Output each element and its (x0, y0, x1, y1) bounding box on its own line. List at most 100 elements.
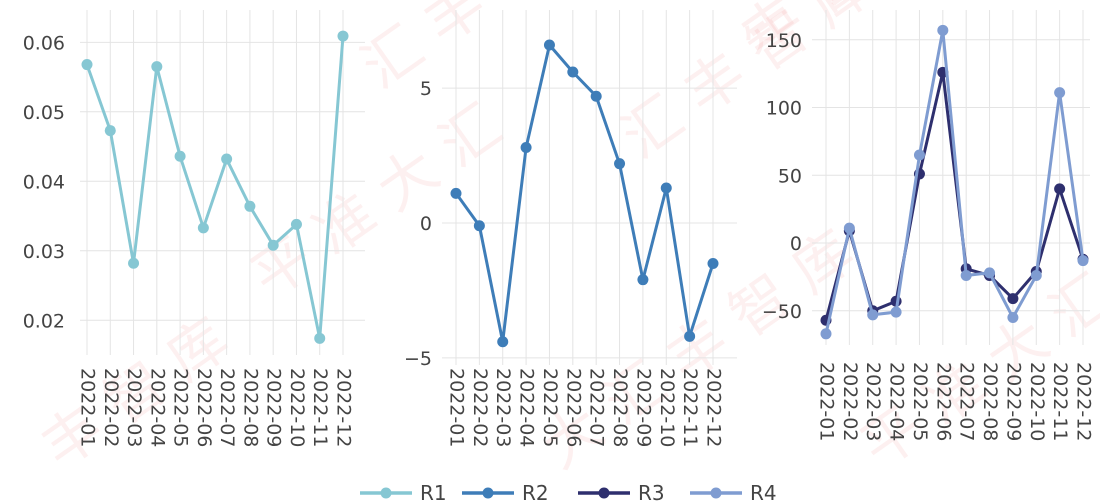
data-point-r3 (1054, 183, 1066, 195)
data-point-r2 (590, 90, 602, 102)
data-point-r2 (473, 220, 485, 232)
data-point-r1 (221, 153, 233, 165)
x-tick-label: 2022-04 (886, 362, 908, 441)
x-tick-label: 2022-07 (216, 368, 238, 447)
data-point-r4 (913, 149, 925, 161)
data-point-r1 (151, 61, 163, 73)
legend-label: R4 (750, 481, 777, 503)
x-tick-label: 2022-11 (1049, 362, 1071, 441)
data-point-r4 (1007, 312, 1019, 324)
data-point-r2 (520, 141, 532, 153)
legend-item-r1[interactable]: R1 (360, 481, 447, 503)
data-point-r1 (337, 30, 349, 42)
series-line-r4 (824, 28, 1085, 336)
data-point-r4 (867, 309, 879, 321)
data-point-r4 (820, 328, 832, 340)
data-point-r2 (450, 187, 462, 199)
y-tick-label: 50 (778, 165, 802, 187)
data-point-r1 (104, 125, 116, 137)
x-tick-label: 2022-04 (146, 368, 168, 447)
data-point-r1 (244, 200, 256, 212)
x-tick-label: 2022-05 (539, 368, 561, 447)
data-point-r1 (267, 239, 279, 251)
y-tick-label: 0.06 (23, 32, 65, 54)
x-tick-label: 2022-02 (100, 368, 122, 447)
data-point-r4 (843, 222, 855, 234)
data-point-r2 (497, 336, 509, 348)
data-point-r4 (937, 24, 949, 36)
x-tick-label: 2022-07 (956, 362, 978, 441)
x-tick-label: 2022-08 (239, 368, 261, 447)
x-tick-label: 2022-02 (839, 362, 861, 441)
y-tick-label: 150 (766, 30, 802, 52)
y-tick-label: 5 (420, 78, 432, 100)
x-tick-label: 2022-05 (909, 362, 931, 441)
x-tick-label: 2022-11 (309, 368, 331, 447)
data-point-r1 (174, 150, 186, 162)
chart-legend: R1 R2 R3 R4 (360, 481, 777, 503)
data-point-r2 (614, 158, 626, 170)
series-line-r1 (85, 34, 345, 340)
x-tick-label: 2022-12 (703, 368, 725, 447)
x-tick-label: 2022-10 (1026, 362, 1048, 441)
data-point-r1 (128, 257, 140, 269)
x-tick-label: 2022-04 (516, 368, 538, 447)
data-point-r2 (567, 66, 579, 78)
x-tick-label: 2022-05 (170, 368, 192, 447)
x-tick-label: 2022-06 (562, 368, 584, 447)
x-tick-label: 2022-07 (586, 368, 608, 447)
y-tick-label: −50 (762, 301, 802, 323)
data-point-r4 (960, 270, 972, 282)
legend-swatch-marker (380, 487, 392, 499)
y-tick-label: −5 (404, 348, 432, 370)
data-point-r2 (637, 274, 649, 286)
y-tick-label: 0.03 (23, 241, 65, 263)
series-line-r2 (454, 43, 715, 344)
data-point-r4 (890, 306, 902, 318)
legend-swatch-marker (482, 487, 494, 499)
legend-item-r4[interactable]: R4 (690, 481, 777, 503)
x-tick-label: 2022-06 (193, 368, 215, 447)
legend-item-r2[interactable]: R2 (462, 481, 549, 503)
x-tick-label: 2022-01 (446, 368, 468, 447)
x-tick-label: 2022-12 (333, 368, 355, 447)
y-tick-label: 0.04 (23, 171, 65, 193)
data-point-r4 (1077, 255, 1089, 267)
data-point-r2 (684, 330, 696, 342)
data-point-r1 (314, 332, 326, 344)
y-tick-label: 0 (420, 213, 432, 235)
data-point-r4 (984, 267, 996, 279)
x-tick-label: 2022-10 (656, 368, 678, 447)
data-point-r1 (290, 218, 302, 230)
x-tick-label: 2022-09 (263, 368, 285, 447)
x-tick-label: 2022-01 (77, 368, 99, 447)
data-point-r2 (543, 39, 555, 51)
legend-item-r3[interactable]: R3 (578, 481, 665, 503)
x-tick-label: 2022-12 (1073, 362, 1095, 441)
legend-label: R1 (420, 481, 447, 503)
y-tick-label: 100 (766, 98, 802, 120)
data-point-r4 (1030, 270, 1042, 282)
data-point-r1 (81, 59, 93, 71)
legend-swatch-marker (710, 487, 722, 499)
y-tick-label: 0 (790, 233, 802, 255)
data-point-r2 (707, 257, 719, 269)
data-point-r1 (197, 222, 209, 234)
x-tick-label: 2022-10 (286, 368, 308, 447)
legend-label: R2 (522, 481, 549, 503)
x-tick-label: 2022-09 (1002, 362, 1024, 441)
x-tick-label: 2022-02 (469, 368, 491, 447)
x-tick-label: 2022-03 (492, 368, 514, 447)
chart-panel-r3-r4: −50 0 50 100 150 2022-01 2022-02 2022-03 2022-04… (762, 10, 1095, 441)
y-tick-label: 0.02 (23, 310, 65, 332)
legend-label: R3 (638, 481, 665, 503)
x-tick-label: 2022-09 (632, 368, 654, 447)
data-point-r2 (660, 182, 672, 194)
x-tick-label: 2022-06 (932, 362, 954, 441)
x-tick-label: 2022-08 (609, 368, 631, 447)
x-tick-label: 2022-01 (816, 362, 838, 441)
data-point-r3 (1007, 293, 1019, 305)
